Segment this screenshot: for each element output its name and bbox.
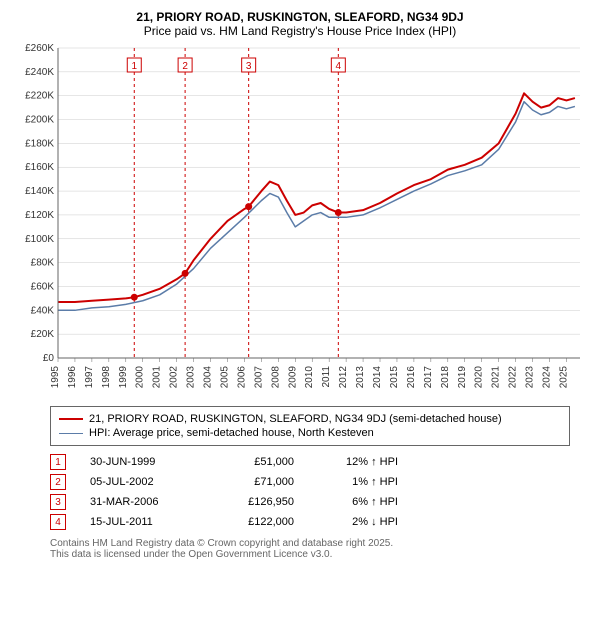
transaction-row: 4 15-JUL-2011 £122,000 2% ↓ HPI: [50, 514, 570, 530]
svg-text:3: 3: [246, 61, 252, 72]
svg-text:2004: 2004: [203, 366, 214, 389]
svg-text:1996: 1996: [67, 366, 78, 389]
svg-text:£40K: £40K: [31, 305, 55, 316]
legend-item: HPI: Average price, semi-detached house,…: [59, 427, 561, 439]
svg-text:2003: 2003: [186, 366, 197, 389]
transaction-marker: 2: [50, 474, 66, 490]
svg-text:2013: 2013: [355, 366, 366, 389]
svg-text:2011: 2011: [321, 366, 332, 388]
transaction-pct: 2% ↓ HPI: [318, 516, 398, 528]
transaction-marker: 1: [50, 454, 66, 470]
legend-label: HPI: Average price, semi-detached house,…: [89, 427, 374, 439]
svg-text:2006: 2006: [236, 366, 247, 389]
svg-text:£260K: £260K: [25, 43, 54, 54]
svg-text:2020: 2020: [474, 366, 485, 389]
svg-text:2010: 2010: [304, 366, 315, 389]
transaction-row: 3 31-MAR-2006 £126,950 6% ↑ HPI: [50, 494, 570, 510]
svg-text:2: 2: [182, 61, 188, 72]
transaction-price: £71,000: [214, 476, 294, 488]
svg-text:1998: 1998: [101, 366, 112, 389]
svg-text:1995: 1995: [50, 366, 61, 389]
transaction-pct: 1% ↑ HPI: [318, 476, 398, 488]
svg-text:£180K: £180K: [25, 138, 54, 149]
svg-text:2025: 2025: [558, 366, 569, 389]
svg-text:2008: 2008: [270, 366, 281, 389]
transaction-row: 2 05-JUL-2002 £71,000 1% ↑ HPI: [50, 474, 570, 490]
svg-text:1997: 1997: [84, 366, 95, 389]
svg-text:2002: 2002: [169, 366, 180, 389]
transaction-date: 30-JUN-1999: [90, 456, 190, 468]
svg-text:2005: 2005: [219, 366, 230, 389]
svg-text:2024: 2024: [541, 366, 552, 389]
footer-line1: Contains HM Land Registry data © Crown c…: [50, 538, 570, 549]
legend-swatch: [59, 418, 83, 420]
svg-text:2016: 2016: [406, 366, 417, 389]
transaction-date: 05-JUL-2002: [90, 476, 190, 488]
transaction-price: £51,000: [214, 456, 294, 468]
transaction-row: 1 30-JUN-1999 £51,000 12% ↑ HPI: [50, 454, 570, 470]
transaction-date: 15-JUL-2011: [90, 516, 190, 528]
transaction-date: 31-MAR-2006: [90, 496, 190, 508]
svg-text:£100K: £100K: [25, 234, 54, 245]
svg-text:2018: 2018: [440, 366, 451, 389]
svg-text:£160K: £160K: [25, 162, 54, 173]
svg-text:£220K: £220K: [25, 91, 54, 102]
svg-text:2017: 2017: [423, 366, 434, 389]
svg-text:2009: 2009: [287, 366, 298, 389]
price-chart: £0 £20K £40K £60K £80K £100K £120K £140K £160K £1…: [10, 38, 590, 398]
transaction-marker: 3: [50, 494, 66, 510]
chart-title-line1: 21, PRIORY ROAD, RUSKINGTON, SLEAFORD, N…: [10, 10, 590, 24]
transaction-marker: 4: [50, 514, 66, 530]
svg-text:2022: 2022: [508, 366, 519, 389]
transaction-price: £126,950: [214, 496, 294, 508]
transaction-pct: 6% ↑ HPI: [318, 496, 398, 508]
footer: Contains HM Land Registry data © Crown c…: [50, 538, 570, 560]
svg-text:£60K: £60K: [31, 281, 55, 292]
svg-text:2014: 2014: [372, 366, 383, 389]
svg-text:£140K: £140K: [25, 186, 54, 197]
svg-text:£200K: £200K: [25, 115, 54, 126]
legend-swatch: [59, 433, 83, 434]
svg-text:2000: 2000: [135, 366, 146, 389]
svg-text:2021: 2021: [491, 366, 502, 389]
transaction-table: 1 30-JUN-1999 £51,000 12% ↑ HPI 2 05-JUL-2002…: [50, 454, 570, 530]
footer-line2: This data is licensed under the Open Gov…: [50, 549, 570, 560]
svg-text:2019: 2019: [457, 366, 468, 389]
chart-title-line2: Price paid vs. HM Land Registry's House …: [10, 24, 590, 38]
svg-text:£240K: £240K: [25, 67, 54, 78]
legend-item: 21, PRIORY ROAD, RUSKINGTON, SLEAFORD, N…: [59, 413, 561, 425]
legend-label: 21, PRIORY ROAD, RUSKINGTON, SLEAFORD, N…: [89, 413, 502, 425]
svg-text:£80K: £80K: [31, 258, 55, 269]
svg-text:4: 4: [336, 61, 342, 72]
transaction-pct: 12% ↑ HPI: [318, 456, 398, 468]
svg-text:2012: 2012: [338, 366, 349, 389]
svg-text:£120K: £120K: [25, 210, 54, 221]
svg-text:2007: 2007: [253, 366, 264, 389]
svg-text:1: 1: [131, 61, 137, 72]
svg-text:2015: 2015: [389, 366, 400, 389]
svg-text:2023: 2023: [525, 366, 536, 389]
svg-text:£0: £0: [43, 353, 55, 364]
transaction-price: £122,000: [214, 516, 294, 528]
svg-text:2001: 2001: [152, 366, 163, 389]
legend: 21, PRIORY ROAD, RUSKINGTON, SLEAFORD, N…: [50, 406, 570, 446]
svg-text:£20K: £20K: [31, 329, 55, 340]
svg-text:1999: 1999: [118, 366, 129, 389]
chart-container: £0 £20K £40K £60K £80K £100K £120K £140K £160K £1…: [10, 38, 590, 398]
